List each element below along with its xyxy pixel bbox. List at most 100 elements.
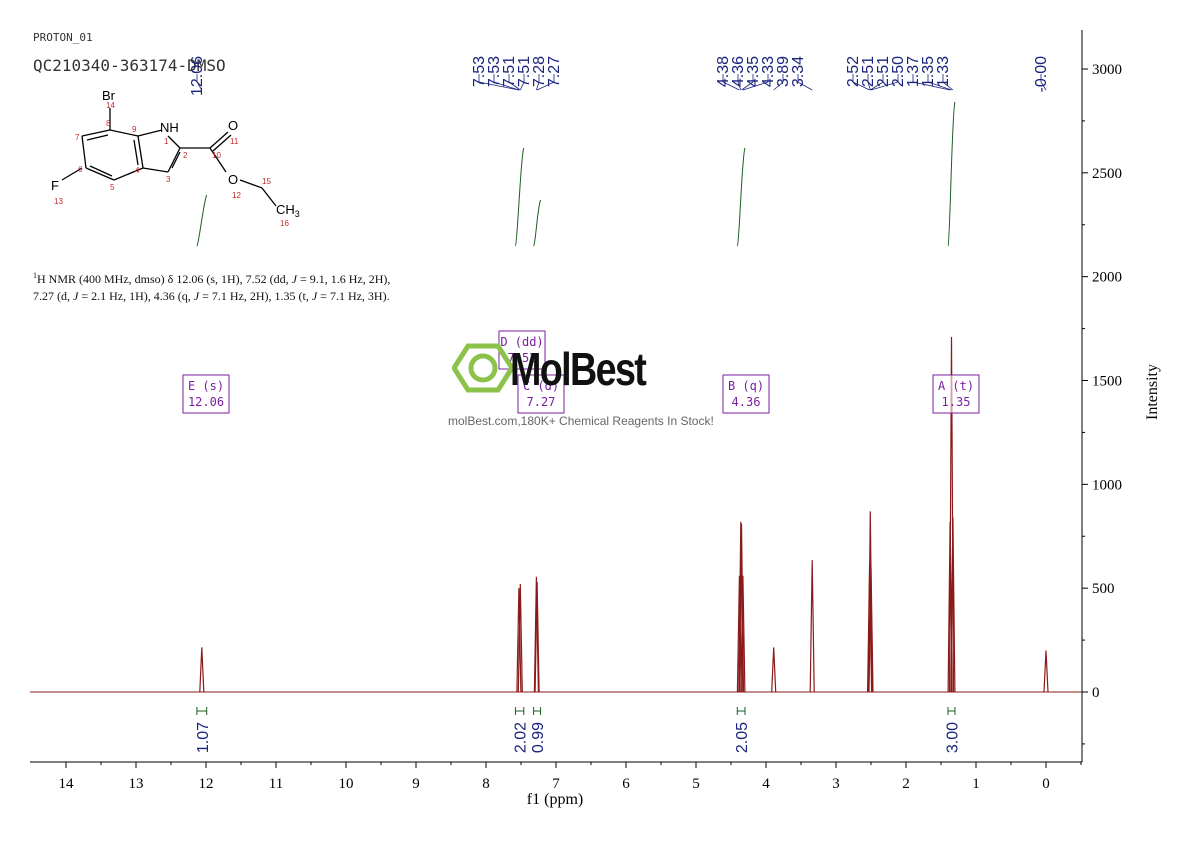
integral-curve <box>514 147 525 247</box>
spectrum-peak <box>868 567 874 693</box>
peak-shift-label: 4.33 <box>760 56 777 87</box>
svg-text:10: 10 <box>212 151 221 160</box>
molecule-structure: Br NH O O F CH3 14 8 9 1 2 10 11 7 6 4 3… <box>51 88 300 228</box>
multiplet-label: E (s) <box>188 379 224 393</box>
svg-text:6: 6 <box>78 165 83 174</box>
x-axis-label: f1 (ppm) <box>527 791 583 808</box>
peak-shift-label: 7.53 <box>486 56 503 87</box>
x-tick-label: 11 <box>269 776 283 792</box>
svg-text:2: 2 <box>183 151 188 160</box>
y-tick-label: 0 <box>1092 685 1100 701</box>
svg-text:13: 13 <box>54 197 63 206</box>
multiplet-shift: 7.27 <box>527 395 556 409</box>
peak-label-connector <box>741 74 754 91</box>
integral-value: 2.02 <box>513 722 530 753</box>
integral-curve <box>533 199 542 247</box>
svg-text:5: 5 <box>110 183 115 192</box>
integral-curve <box>947 101 956 247</box>
spectrum-peak <box>199 647 205 693</box>
multiplet-box <box>722 374 770 414</box>
peak-label-connector <box>912 74 951 91</box>
spectrum-peak <box>736 575 742 693</box>
peak-label-connector <box>722 74 740 91</box>
peak-shift-label: 3.34 <box>790 56 807 87</box>
peak-shift-label: 4.38 <box>715 56 732 87</box>
peak-shift-label: 7.51 <box>501 56 518 87</box>
peak-label-connector <box>867 74 871 91</box>
y-tick-label: 2500 <box>1092 166 1122 182</box>
peak-label-connector <box>797 74 813 91</box>
integral-value: 1.07 <box>195 722 212 753</box>
peak-label-connector <box>942 74 954 91</box>
coupling-symbol: J <box>193 289 200 303</box>
peak-shift-label: 7.28 <box>531 56 548 87</box>
svg-text:15: 15 <box>262 177 271 186</box>
peak-label-connector <box>1040 74 1047 91</box>
y-tick-label: 500 <box>1092 581 1115 597</box>
nmr-description: 1H NMR (400 MHz, dmso) δ 12.06 (s, 1H), … <box>33 267 513 305</box>
svg-text:O: O <box>228 118 238 133</box>
svg-text:CH3: CH3 <box>276 202 300 219</box>
peak-label-connector <box>478 74 519 91</box>
nmr-text-part: = 2.1 Hz, 1H), 4.36 (q, <box>78 289 194 303</box>
peak-shift-label: 7.51 <box>516 56 533 87</box>
spectrum-peak <box>771 647 777 693</box>
svg-text:8: 8 <box>106 119 111 128</box>
svg-text:4: 4 <box>135 166 140 175</box>
x-tick-label: 7 <box>552 776 560 792</box>
spectrum-peak <box>948 336 955 693</box>
x-tick-label: 6 <box>622 776 630 792</box>
x-tick-label: 10 <box>339 776 354 792</box>
peak-shift-label: 4.36 <box>730 56 747 87</box>
multiplet-box <box>932 374 980 414</box>
svg-text:O: O <box>228 172 238 187</box>
spectrum-peak <box>516 588 522 693</box>
watermark-tagline: molBest.com,180K+ Chemical Reagents In S… <box>448 414 714 428</box>
y-tick-label: 1500 <box>1092 374 1122 390</box>
peak-label-connector <box>536 74 555 91</box>
x-tick-label: 5 <box>692 776 700 792</box>
multiplet-shift: 12.06 <box>188 395 224 409</box>
y-tick-label: 3000 <box>1092 62 1122 78</box>
multiplet-shift: 1.35 <box>942 395 971 409</box>
integral-curve <box>736 147 746 247</box>
peak-shift-label: 7.53 <box>471 56 488 87</box>
peak-label-connector <box>742 74 769 91</box>
spectrum-peak <box>740 575 746 693</box>
svg-text:9: 9 <box>132 125 137 134</box>
multiplet-shift: 4.36 <box>732 395 761 409</box>
svg-text:F: F <box>51 178 59 193</box>
peak-label-connector <box>870 74 884 91</box>
spectrum-peak <box>533 576 539 693</box>
svg-text:14: 14 <box>106 101 115 110</box>
nucleus-mass-number: 1 <box>33 271 37 280</box>
spectrum-peak <box>738 523 745 693</box>
nmr-text-part: 7.27 (d, <box>33 289 73 303</box>
nmr-text-part: = 9.1, 1.6 Hz, 2H), <box>296 272 391 286</box>
peak-label-connector <box>773 74 784 91</box>
x-tick-label: 9 <box>412 776 420 792</box>
x-tick-label: 1 <box>972 776 980 792</box>
spectrum-peak <box>867 511 873 693</box>
nmr-text-part: H NMR (400 MHz, dmso) δ 12.06 (s, 1H), 7… <box>37 272 292 286</box>
spectrum-peak <box>950 517 956 693</box>
spectrum-peak <box>947 521 953 693</box>
multiplet-box <box>182 374 230 414</box>
peak-label-connector <box>519 74 525 91</box>
spectrum-peak <box>534 581 540 693</box>
peak-label-connector <box>508 74 521 91</box>
sample-id: QC210340-363174-DMSO <box>33 56 226 75</box>
svg-text:Br: Br <box>102 88 116 103</box>
coupling-symbol: J <box>311 289 318 303</box>
peak-label-connector <box>536 74 540 91</box>
coupling-symbol: J <box>291 272 297 286</box>
peak-shift-label: 3.89 <box>775 56 792 87</box>
svg-text:1: 1 <box>164 137 169 146</box>
svg-text:NH: NH <box>160 120 179 135</box>
x-tick-label: 13 <box>129 776 144 792</box>
peak-shift-label: 2.50 <box>890 56 907 87</box>
peak-shift-label: 2.52 <box>845 56 862 87</box>
multiplet-label: A (t) <box>938 379 974 393</box>
peak-label-connector <box>927 74 952 91</box>
